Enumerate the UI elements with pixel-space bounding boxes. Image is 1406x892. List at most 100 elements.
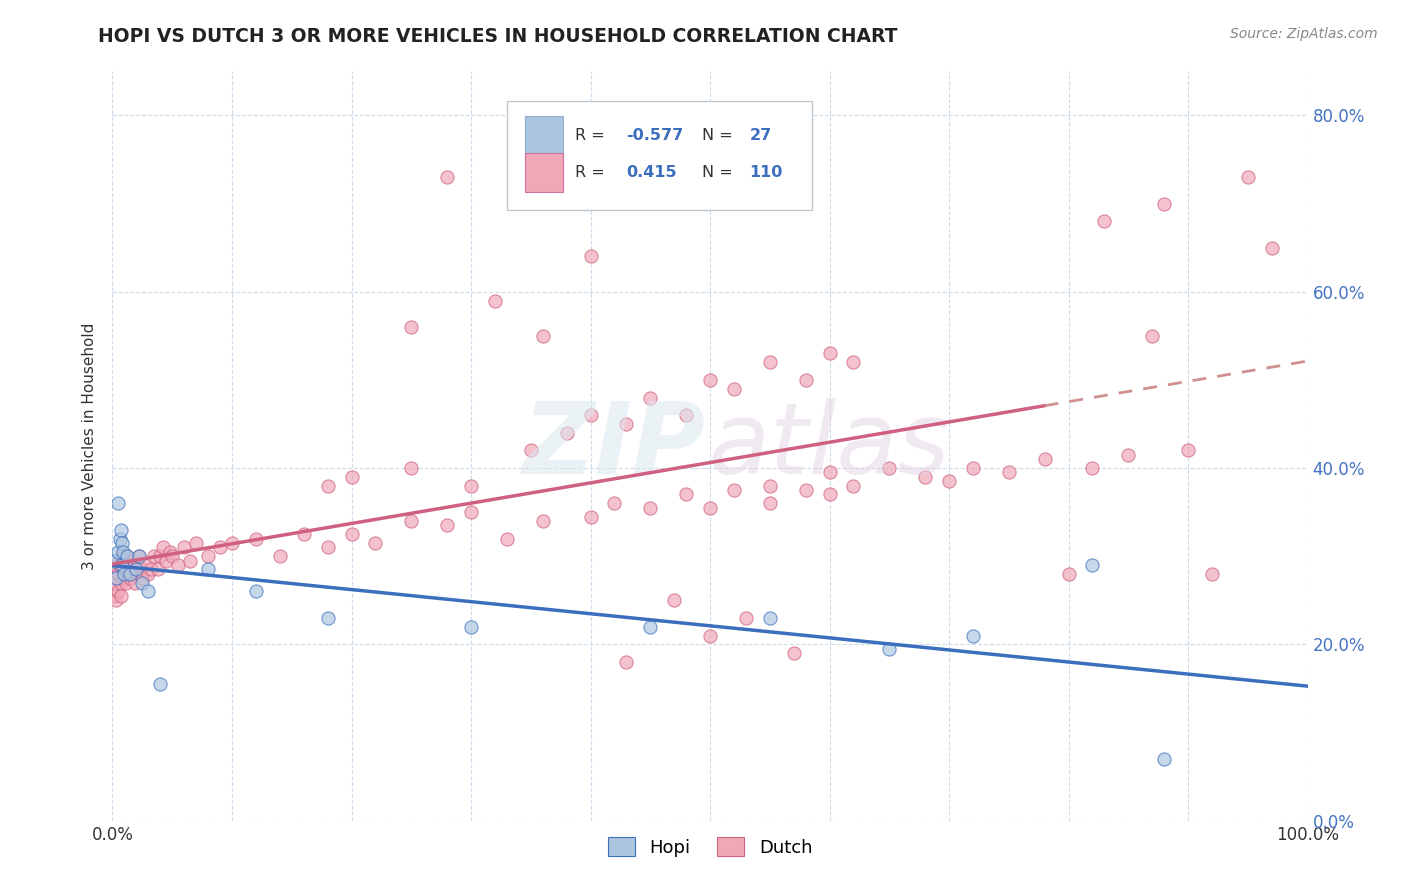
Point xyxy=(121,558,143,572)
Point xyxy=(818,346,841,360)
Text: Source: ZipAtlas.com: Source: ZipAtlas.com xyxy=(1230,27,1378,41)
Point xyxy=(962,461,984,475)
Point xyxy=(162,549,183,564)
Point xyxy=(114,575,136,590)
Point xyxy=(114,562,135,576)
Point xyxy=(131,575,153,590)
Point xyxy=(1081,461,1104,475)
Point xyxy=(128,549,150,564)
Point xyxy=(640,391,662,405)
Point xyxy=(167,558,190,572)
Legend: Hopi, Dutch: Hopi, Dutch xyxy=(600,830,820,864)
Point xyxy=(723,483,745,497)
Point xyxy=(117,566,139,581)
Point xyxy=(340,527,363,541)
Point xyxy=(108,558,131,572)
Point xyxy=(316,478,339,492)
Point xyxy=(118,562,141,576)
Point xyxy=(125,562,148,576)
Point xyxy=(1201,566,1223,581)
Point xyxy=(146,562,169,576)
Text: 27: 27 xyxy=(749,128,772,143)
Point xyxy=(818,487,841,501)
Text: HOPI VS DUTCH 3 OR MORE VEHICLES IN HOUSEHOLD CORRELATION CHART: HOPI VS DUTCH 3 OR MORE VEHICLES IN HOUS… xyxy=(98,27,898,45)
Point xyxy=(112,545,135,559)
Point xyxy=(110,523,132,537)
Point xyxy=(111,536,134,550)
Point xyxy=(460,505,482,519)
Point xyxy=(179,553,201,567)
Point xyxy=(108,532,131,546)
Point xyxy=(122,566,145,581)
Point xyxy=(125,562,148,576)
Point xyxy=(818,466,841,480)
Point xyxy=(115,549,138,564)
Point xyxy=(121,553,143,567)
Point xyxy=(149,677,172,691)
Point xyxy=(1033,452,1056,467)
Point xyxy=(152,541,174,555)
Point xyxy=(1153,196,1175,211)
Point xyxy=(603,496,626,510)
Point xyxy=(759,355,782,369)
Point xyxy=(292,527,315,541)
Point xyxy=(316,541,339,555)
Text: N =: N = xyxy=(702,128,738,143)
Point xyxy=(115,549,138,564)
Point xyxy=(579,250,602,264)
Point xyxy=(794,483,817,497)
Point xyxy=(107,545,129,559)
Point xyxy=(962,628,984,642)
Point xyxy=(186,536,208,550)
Point xyxy=(316,611,339,625)
Point xyxy=(675,487,697,501)
Point xyxy=(401,514,423,528)
Point xyxy=(723,382,745,396)
Point xyxy=(782,646,804,660)
Point xyxy=(1261,241,1284,255)
Point xyxy=(436,518,458,533)
Point xyxy=(107,584,129,599)
Point xyxy=(245,532,267,546)
Point xyxy=(197,549,219,564)
Text: N =: N = xyxy=(702,165,738,180)
Point xyxy=(879,461,901,475)
Point xyxy=(105,571,128,585)
Point xyxy=(138,584,160,599)
Point xyxy=(699,373,721,387)
Point xyxy=(842,355,865,369)
Point xyxy=(103,553,125,567)
Point xyxy=(699,500,721,515)
Point xyxy=(520,443,543,458)
Point xyxy=(128,549,150,564)
Point xyxy=(143,549,166,564)
Point xyxy=(105,558,128,572)
Point xyxy=(401,320,423,334)
Point xyxy=(735,611,758,625)
Point xyxy=(134,558,156,572)
Point xyxy=(1081,558,1104,572)
Point xyxy=(496,532,519,546)
Point xyxy=(131,571,153,585)
Point xyxy=(460,478,482,492)
Point xyxy=(110,575,132,590)
Text: 110: 110 xyxy=(749,165,783,180)
Point xyxy=(914,470,936,484)
Point xyxy=(794,373,817,387)
Point xyxy=(159,545,181,559)
Point xyxy=(998,466,1021,480)
Point xyxy=(1177,443,1199,458)
Text: ZIP: ZIP xyxy=(523,398,706,494)
Point xyxy=(103,589,125,603)
FancyBboxPatch shape xyxy=(508,102,811,210)
Point xyxy=(616,417,638,431)
FancyBboxPatch shape xyxy=(524,153,562,192)
Point xyxy=(484,293,506,308)
Point xyxy=(110,589,132,603)
Point xyxy=(112,571,135,585)
Point xyxy=(640,500,662,515)
Point xyxy=(120,571,142,585)
Point xyxy=(127,558,149,572)
Point xyxy=(209,541,232,555)
Point xyxy=(640,620,662,634)
